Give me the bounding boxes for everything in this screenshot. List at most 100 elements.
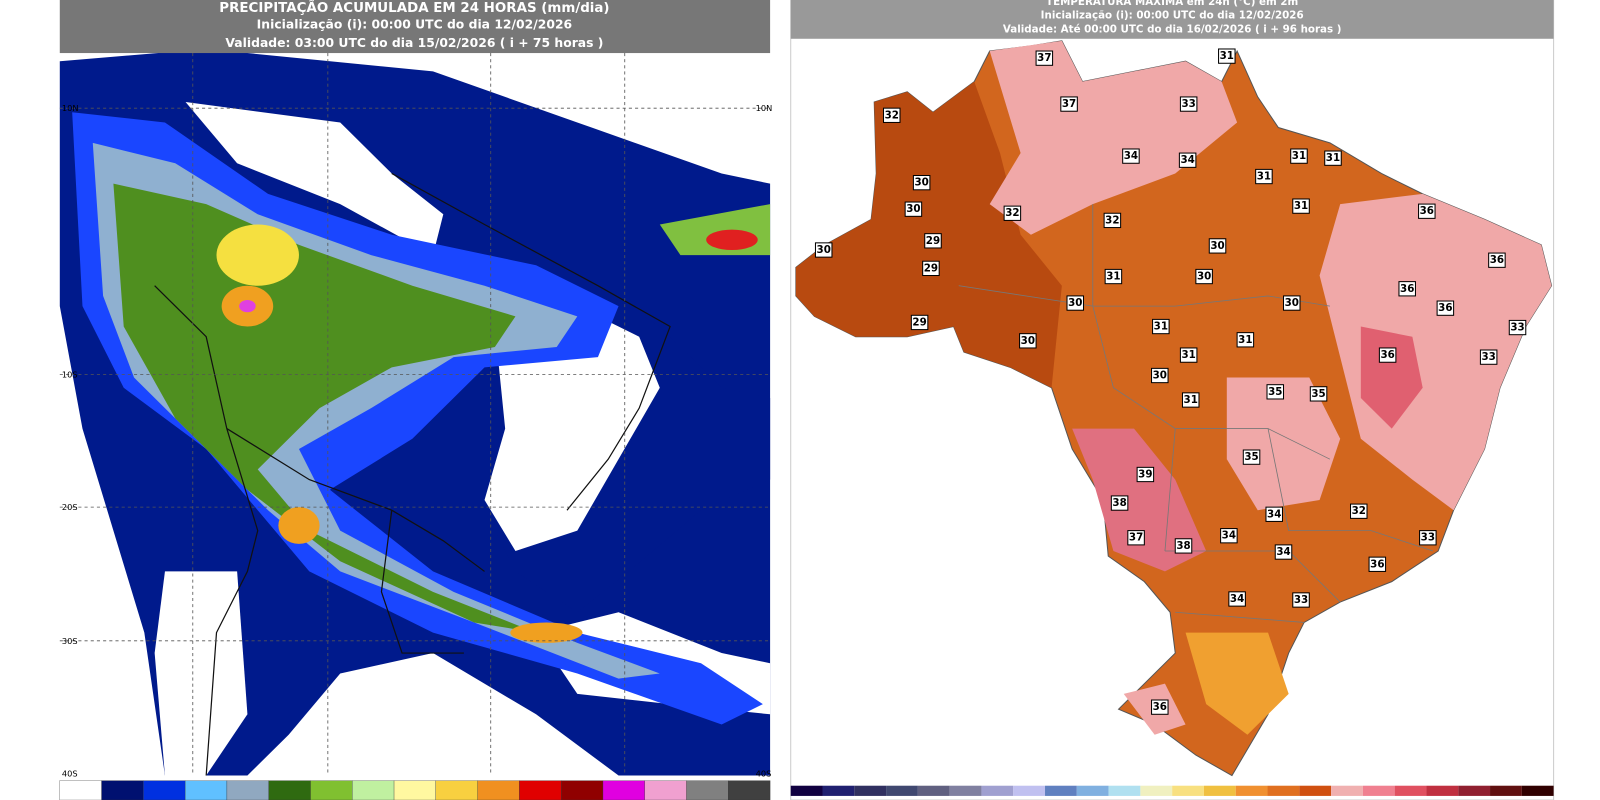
precip-dry (154, 571, 248, 776)
label-box (1228, 591, 1246, 607)
temperature-value: 37 (1129, 532, 1143, 544)
colorbar-swatch (1331, 785, 1363, 796)
validity-text: Validade: 03:00 UTC do dia 15/02/2026 ( … (225, 36, 603, 50)
colorbar-swatch (393, 780, 436, 800)
colorbar-swatch (1045, 785, 1077, 796)
station-label: 35 (1266, 384, 1285, 400)
precip-green (113, 183, 537, 633)
colorbar-swatch (728, 780, 771, 800)
temperature-value: 30 (1153, 370, 1167, 382)
label-box (1418, 203, 1436, 219)
station-label: 30 (904, 201, 923, 217)
precip-dry (185, 102, 444, 256)
temperature-value: 31 (1220, 50, 1234, 62)
station-label: 31 (1179, 347, 1198, 363)
station-label: 32 (1103, 212, 1122, 229)
label-box (1136, 466, 1155, 483)
station-label: 33 (1508, 319, 1527, 336)
colorbar-swatch (1203, 785, 1236, 796)
precip-orange (278, 507, 320, 544)
station-label: 30 (1282, 295, 1301, 311)
temp-pink (989, 40, 1238, 235)
temperature-value: 30 (817, 244, 831, 256)
colorbar-swatch (268, 780, 311, 800)
validity-text: Validade: Até 00:00 UTC do dia 16/02/202… (1003, 24, 1342, 36)
temp-red (1360, 326, 1423, 429)
label-box (1179, 96, 1198, 112)
temperature-value: 36 (1420, 205, 1434, 217)
label-box (1508, 319, 1527, 336)
label-box (1282, 295, 1301, 311)
temp-pink (1226, 377, 1341, 511)
colorbar-swatch (1458, 785, 1491, 796)
temperature-value: 29 (926, 235, 940, 247)
colorbar (790, 785, 1554, 796)
temperature-value: 32 (1352, 505, 1366, 517)
label-box (1220, 528, 1238, 544)
temperature-map: 37 31 37 33 32 34 34 31 31 30 31 30 32 32 31 36 29 30 30 29… (790, 0, 1555, 800)
temperature-value: 36 (1490, 254, 1504, 266)
temperature-value: 31 (1106, 271, 1120, 283)
precipitation-map: PRECIPITAÇÃO ACUMULADA EM 24 HORAS (mm/d… (59, 0, 771, 800)
colorbar-swatch (602, 780, 645, 800)
temperature-value: 31 (1292, 150, 1306, 162)
temperature-value: 29 (912, 316, 926, 328)
label-box (1104, 268, 1123, 285)
temperature-value: 34 (1124, 150, 1138, 162)
latitude-label: 10N (756, 103, 773, 113)
temperature-value: 32 (1105, 214, 1119, 226)
label-box (1179, 347, 1198, 363)
precip-orange (510, 622, 583, 643)
label-box (924, 233, 942, 249)
station-label: 29 (910, 314, 929, 331)
label-box (1488, 252, 1506, 268)
label-box (1266, 384, 1285, 400)
colorbar-swatch (352, 780, 395, 800)
label-box (1208, 238, 1227, 254)
colorbar-swatch (226, 780, 269, 800)
label-box (814, 242, 833, 258)
temperature-value: 36 (1380, 349, 1394, 361)
precip-yellow (216, 224, 299, 286)
station-label: 30 (1195, 268, 1213, 285)
station-label: 36 (1398, 281, 1416, 297)
panel-header (790, 0, 1554, 39)
label-box (1255, 168, 1273, 185)
label-box (1110, 495, 1129, 511)
state-borders (958, 204, 1434, 623)
label-box (1436, 300, 1455, 316)
colorbar-swatch (477, 780, 520, 800)
temperature-value: 36 (1400, 283, 1414, 295)
colorbar-swatch (1362, 785, 1395, 796)
temperature-value: 29 (924, 262, 938, 274)
temperature-value: 37 (1062, 98, 1076, 110)
temperature-value: 33 (1181, 98, 1195, 110)
station-label: 29 (924, 233, 942, 249)
temperature-value: 30 (906, 203, 920, 215)
label-box (1242, 449, 1261, 465)
colorbar-swatch (1235, 785, 1268, 796)
label-box (1127, 530, 1145, 546)
label-box (1309, 386, 1328, 402)
station-label: 31 (1290, 148, 1308, 164)
colorbar-swatch (822, 785, 855, 796)
colorbar (59, 780, 771, 800)
colorbar-swatch (1299, 785, 1332, 796)
station-label: 30 (814, 242, 833, 258)
station-label: 30 (912, 175, 931, 191)
station-label: 33 (1179, 96, 1198, 112)
station-label: 30 (1151, 367, 1169, 384)
station-label: 35 (1309, 386, 1328, 402)
station-label: 35 (1242, 449, 1261, 465)
temperature-value: 34 (1222, 530, 1236, 542)
temperature-value: 33 (1421, 532, 1435, 544)
init-text: Inicialização (i): 00:00 UTC do dia 12/0… (1041, 9, 1304, 21)
station-label: 36 (1368, 556, 1387, 572)
label-box (1290, 148, 1308, 164)
colorbar-swatch (561, 780, 604, 800)
station-label: 32 (1003, 205, 1022, 221)
label-box (882, 107, 901, 123)
label-box (910, 314, 929, 331)
precip-magenta (239, 300, 256, 313)
temperature-value: 31 (1154, 321, 1168, 333)
